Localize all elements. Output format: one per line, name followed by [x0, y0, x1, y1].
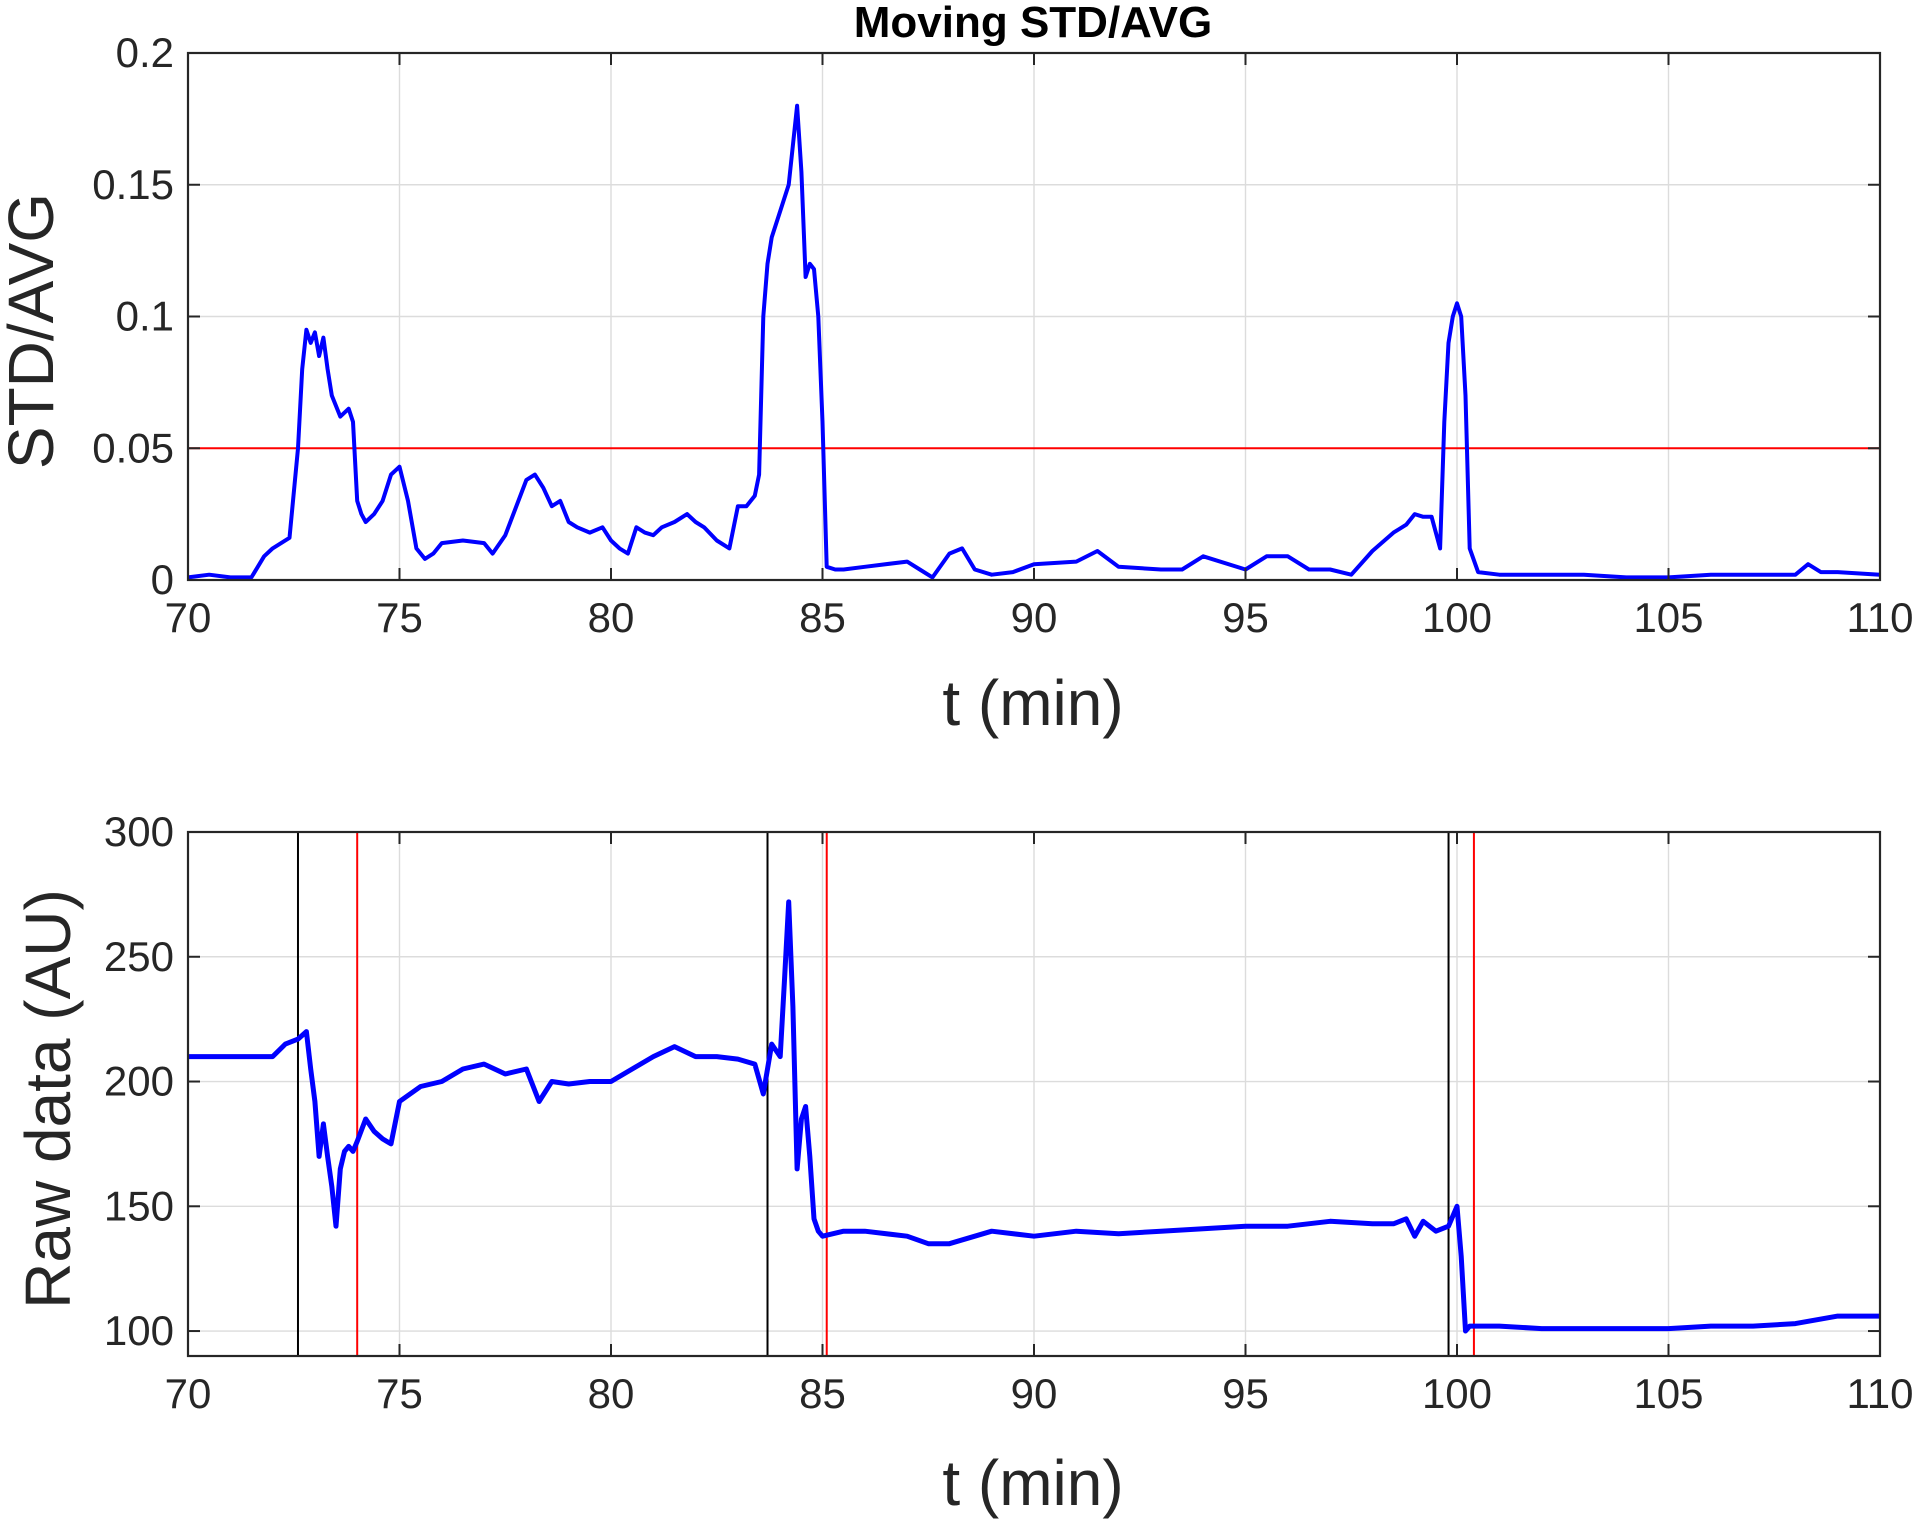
x-tick-label: 105 [1633, 1370, 1703, 1417]
y-tick-label: 200 [104, 1058, 174, 1105]
y-tick-label: 150 [104, 1182, 174, 1229]
x-tick-label: 75 [376, 594, 423, 641]
y-tick-label: 0.15 [92, 161, 174, 208]
x-tick-label: 85 [799, 1370, 846, 1417]
x-tick-label: 95 [1222, 1370, 1269, 1417]
y-tick-label: 0 [151, 556, 174, 603]
x-tick-label: 85 [799, 594, 846, 641]
x-tick-label: 110 [1847, 1370, 1914, 1417]
x-tick-label: 70 [165, 1370, 212, 1417]
x-tick-label: 80 [588, 1370, 635, 1417]
x-tick-label: 80 [588, 594, 635, 641]
x-tick-label: 100 [1422, 594, 1492, 641]
x-tick-label: 90 [1011, 594, 1058, 641]
y-axis-label: STD/AVG [0, 193, 67, 469]
y-tick-label: 100 [104, 1307, 174, 1354]
x-axis-label: t (min) [942, 667, 1123, 739]
x-tick-label: 70 [165, 594, 212, 641]
y-tick-label: 0.1 [116, 293, 174, 340]
data-series-line [187, 103, 1881, 580]
x-tick-label: 100 [1422, 1370, 1492, 1417]
x-tick-label: 105 [1633, 594, 1703, 641]
y-axis-label: Raw data (AU) [12, 889, 84, 1309]
y-tick-label: 0.05 [92, 424, 174, 471]
data-series-line [188, 899, 1880, 1334]
x-tick-label: 110 [1847, 594, 1914, 641]
y-tick-label: 0.2 [116, 29, 174, 76]
x-tick-label: 90 [1011, 1370, 1058, 1417]
chart-title: Moving STD/AVG [854, 0, 1213, 47]
std-avg-panel: Moving STD/AVG STD/AVG t (min) 70 75 80 85 9… [0, 0, 1913, 739]
x-axis-label: t (min) [942, 1447, 1123, 1519]
y-tick-label: 300 [104, 808, 174, 855]
x-tick-label: 75 [376, 1370, 423, 1417]
raw-data-panel: Raw data (AU) t (min) 70 75 80 85 90 95 100 105… [12, 808, 1913, 1519]
x-tick-label: 95 [1222, 594, 1269, 641]
y-tick-label: 250 [104, 933, 174, 980]
